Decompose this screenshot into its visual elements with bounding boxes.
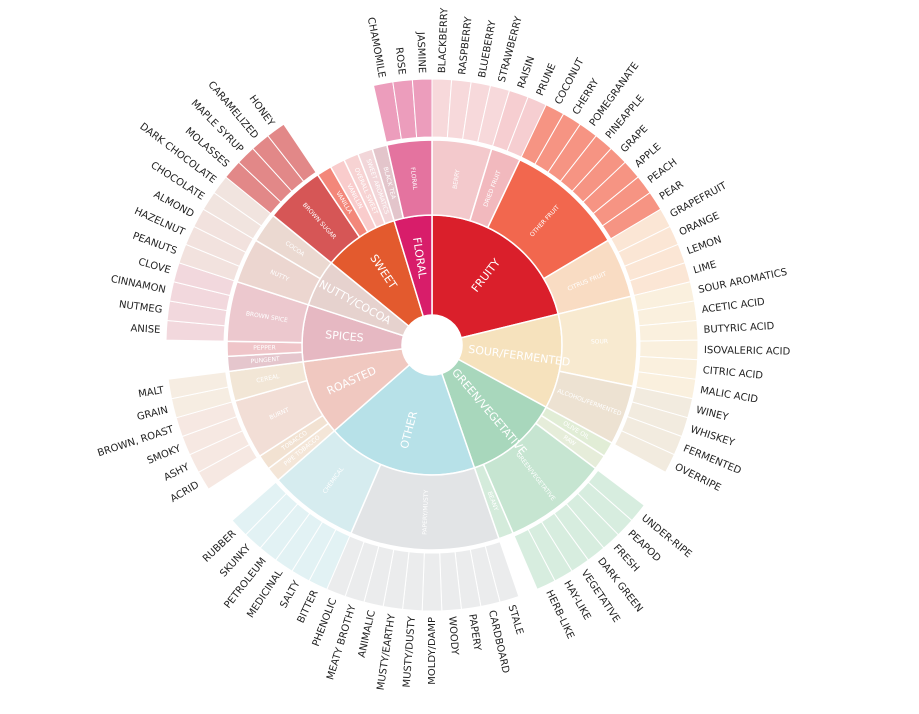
- flavor-label: STALE: [506, 604, 525, 636]
- flavor-segment: [421, 552, 443, 612]
- flavor-label: SALTY: [278, 578, 303, 610]
- flavor-label: RAISIN: [516, 55, 537, 90]
- flavor-label: ROSE: [393, 47, 407, 76]
- flavor-label: CITRIC ACID: [702, 365, 763, 382]
- flavor-label: GRAIN: [136, 405, 169, 423]
- flavor-label: BLUEBERRY: [477, 19, 499, 79]
- flavor-segment: [513, 528, 556, 590]
- subcategory-label: FLORAL: [409, 167, 419, 191]
- flavor-label: CARDBOARD: [486, 609, 511, 674]
- subcategory-label: PAPERY/MUSTY: [421, 489, 430, 534]
- flavor-label: ACRID: [169, 479, 202, 505]
- subcategory-segment: [386, 139, 433, 220]
- flavor-label: LIME: [692, 259, 718, 276]
- flavor-label: CLOVE: [137, 257, 172, 277]
- subcategory-label: SOUR: [591, 338, 608, 345]
- flavor-label: MALIC ACID: [699, 385, 759, 406]
- flavor-label: ANIMALIC: [357, 609, 378, 658]
- subcategory-label: PEPPER: [253, 344, 276, 351]
- center-hole: [402, 315, 462, 375]
- flavor-label: CHAMOMILE: [365, 16, 387, 78]
- flavor-label: POMEGRANATE: [588, 61, 642, 129]
- flavor-label: BUTYRIC ACID: [703, 321, 775, 336]
- flavor-label: APPLE: [633, 141, 663, 170]
- flavor-label: BITTER: [296, 588, 321, 624]
- flavor-label: RASPBERRY: [457, 15, 474, 75]
- flavor-segment: [613, 430, 675, 473]
- flavor-label: MALT: [138, 385, 166, 400]
- flavor-label: ASHY: [162, 461, 192, 483]
- flavor-label: PEAR: [658, 179, 686, 202]
- subcategory-label: BERRY: [452, 169, 462, 190]
- flavor-segment: [167, 371, 229, 400]
- flavor-label: ISOVALERIC ACID: [704, 345, 791, 358]
- flavor-label: ANISE: [130, 323, 161, 336]
- flavor-label: ACETIC ACID: [701, 297, 766, 316]
- flavor-label: WOODY: [446, 616, 460, 656]
- flavor-label: MOLDY/DAMP: [427, 617, 438, 685]
- flavor-label: PAPERY: [466, 613, 482, 652]
- flavor-label: NUTMEG: [118, 299, 163, 316]
- subcategory-label: CEREAL: [256, 373, 281, 385]
- flavor-label: LEMON: [686, 234, 723, 257]
- category-label: SPICES: [325, 328, 365, 344]
- flavor-label: MUSTY/DUSTY: [402, 615, 418, 688]
- flavor-segment: [267, 123, 317, 183]
- flavor-label: CARAMELIZED: [206, 80, 261, 142]
- flavor-segment: [231, 481, 287, 536]
- flavor-label: ORANGE: [678, 211, 722, 239]
- flavor-label: WINEY: [695, 405, 730, 424]
- flavor-label: WHISKEY: [689, 424, 737, 449]
- flavor-segment: [411, 78, 433, 139]
- flavor-label: JASMINE: [414, 31, 427, 74]
- flavor-label: MUSTY/EARTHY: [376, 612, 398, 691]
- flavor-label: PRUNE: [535, 62, 559, 98]
- flavor-label: PEANUTS: [131, 231, 178, 257]
- flavor-label: BLACKBERRY: [437, 7, 450, 74]
- category-label: FLORAL: [410, 236, 429, 280]
- flavor-label: SMOKY: [146, 443, 184, 467]
- flavor-label: CINNAMON: [110, 274, 167, 296]
- subcategory-label: PUNGENT: [250, 356, 280, 366]
